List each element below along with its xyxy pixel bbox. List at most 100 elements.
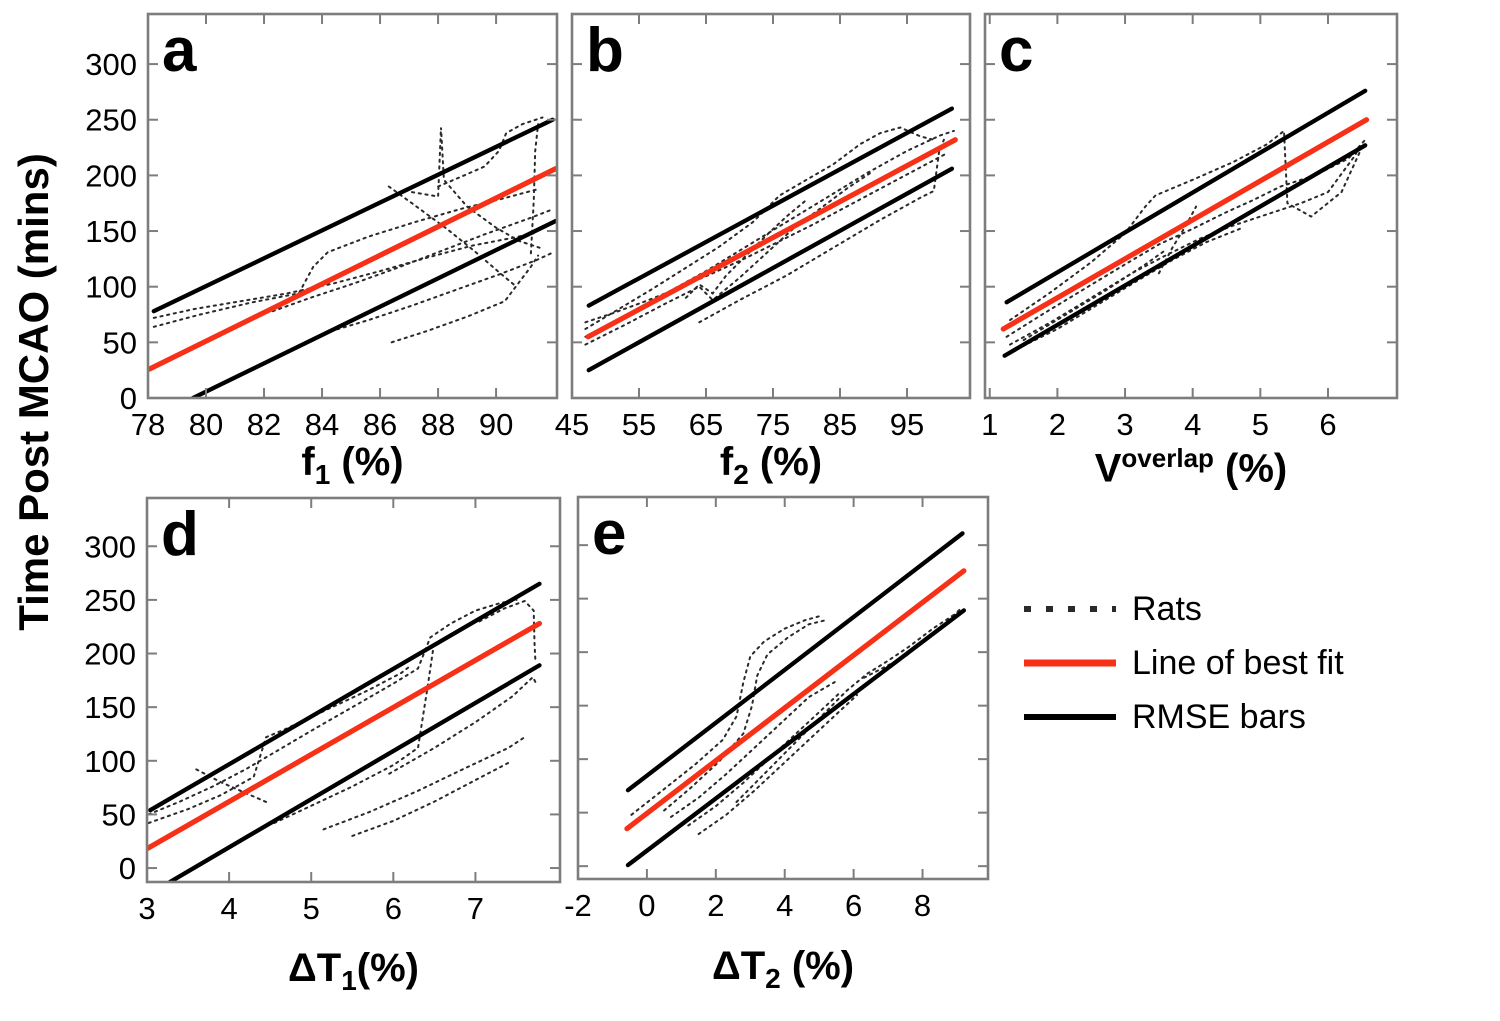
panel-b-rmse-lower-line <box>586 166 955 373</box>
best-fit-line-swatch <box>1024 659 1116 667</box>
panel-d-ytick-label: 200 <box>84 637 136 672</box>
panel-d-ytick-label: 0 <box>119 851 136 886</box>
panel-d-rat-trace-6 <box>388 675 538 775</box>
panel-d-rat-trace-5 <box>351 761 510 837</box>
panel-d-rat-trace-1 <box>148 665 411 824</box>
panel-a-rmse-lower-line <box>191 218 556 397</box>
panel-e-rat-trace-4 <box>697 694 859 836</box>
panel-e-fit-line <box>624 568 967 832</box>
y-axis-label: Time Post MCAO (mins) <box>10 153 57 631</box>
panel-c-xtick-label: 2 <box>1049 407 1066 442</box>
panel-d-ytick-label: 250 <box>84 583 136 618</box>
panel-c-rat-trace-4 <box>1015 227 1241 350</box>
panel-a-rat-trace-3 <box>329 252 553 333</box>
panel-b-rat-trace-4 <box>698 138 945 324</box>
panel-c-xtick-label: 4 <box>1184 407 1201 442</box>
panel-d-rat-trace-0 <box>148 598 518 816</box>
panel-a-rmse-upper-line <box>151 117 555 314</box>
rats-line-swatch <box>1024 606 1116 612</box>
panel-a-ytick-label: 300 <box>85 47 137 82</box>
panel-e-rmse-lower-line <box>625 608 967 868</box>
panel-a-rat-trace-0 <box>152 232 535 319</box>
panel-d-rmse-upper-line <box>148 581 542 813</box>
panel-c-xtick-label: 6 <box>1319 407 1336 442</box>
panel-b-xtick-label: 85 <box>823 407 857 442</box>
panel-b-x-axis-label: f2 (%) <box>719 440 823 490</box>
panel-c: 1 2 3 4 5 6 <box>981 12 1399 442</box>
legend-item-fit: Line of best fit <box>1022 636 1344 690</box>
panel-a-x-axis-label: f1 (%) <box>301 440 404 490</box>
panel-a-rat-trace-8 <box>529 123 540 255</box>
panel-e-xtick-label: 6 <box>845 888 862 923</box>
panel-a-xtick-label: 80 <box>189 407 223 442</box>
panel-e-axes-box <box>576 495 990 881</box>
panel-a-rat-trace-5 <box>411 127 541 249</box>
panel-c-axes-box <box>983 12 1399 400</box>
panel-b-rat-trace-2 <box>584 169 875 346</box>
panel-a-fit-line <box>149 166 556 372</box>
panel-a-ytick-label: 250 <box>85 103 137 138</box>
panel-e-rat-trace-5 <box>735 608 964 803</box>
panel-b-rat-trace-3 <box>584 152 949 324</box>
legend-label-rmse: RMSE bars <box>1132 697 1306 736</box>
panel-d-x-axis-label: ΔT1(%) <box>288 946 419 996</box>
panel-d-axes-box <box>145 496 562 884</box>
panel-b-rat-trace-5 <box>684 198 808 299</box>
panel-c-xtick-label: 1 <box>981 407 998 442</box>
legend-label-rats: Rats <box>1132 589 1202 628</box>
panel-d-ytick-label: 100 <box>84 744 136 779</box>
panel-b-xtick-label: 75 <box>756 407 790 442</box>
panel-a-xtick-label: 86 <box>363 407 397 442</box>
panel-a-ytick-label: 0 <box>120 381 137 416</box>
panel-e-rmse-upper-line <box>625 531 965 793</box>
panel-c-rat-trace-2 <box>1009 141 1363 346</box>
panel-c-letter: c <box>999 16 1034 85</box>
panel-a-rat-trace-4 <box>390 254 540 344</box>
panel-c-rmse-upper-line <box>1004 88 1368 305</box>
legend-item-rats: Rats <box>1022 582 1344 636</box>
panel-c-rat-trace-1 <box>1005 138 1367 338</box>
panel-a-rat-trace-6 <box>437 116 544 188</box>
panel-a-ytick-label: 200 <box>85 158 137 193</box>
legend: Rats Line of best fit RMSE bars <box>1022 582 1344 744</box>
panel-c-rmse-lower-line <box>1002 143 1368 358</box>
panel-e-rat-trace-1 <box>663 619 828 812</box>
panel-c-x-axis-label: Voverlap (%) <box>1094 443 1288 491</box>
panel-d-ytick-label: 300 <box>84 529 136 564</box>
panel-a-ytick-label: 100 <box>85 270 137 305</box>
panel-d-xtick-label: 6 <box>385 891 402 926</box>
panel-d-rat-trace-7 <box>478 599 537 662</box>
legend-label-fit: Line of best fit <box>1132 643 1344 682</box>
panel-b-fit-line <box>585 137 958 340</box>
panel-d-xtick-label: 5 <box>303 891 320 926</box>
panel-c-rat-trace-5 <box>1022 249 1167 342</box>
panel-c-xtick-label: 3 <box>1116 407 1133 442</box>
panel-a-xtick-label: 90 <box>479 407 513 442</box>
panel-e-rat-trace-2 <box>670 681 836 818</box>
panel-a-axes-box <box>146 12 559 400</box>
panel-e: -2 0 2 4 6 8 <box>564 495 990 923</box>
panel-d-ytick-label: 150 <box>84 690 136 725</box>
panel-d-rat-trace-4 <box>322 736 526 831</box>
panel-a-ytick-label: 50 <box>103 325 137 360</box>
rmse-line-swatch <box>1024 714 1116 720</box>
panel-e-xtick-label: -2 <box>564 888 592 923</box>
panel-b-axes-box <box>570 12 972 400</box>
panel-d-xtick-label: 7 <box>467 891 484 926</box>
panel-b-xtick-label: 45 <box>555 407 589 442</box>
panel-d-ytick-label: 50 <box>102 797 136 832</box>
panel-b-rmse-upper-line <box>586 106 955 308</box>
panel-e-xtick-label: 0 <box>638 888 655 923</box>
panel-e-xtick-label: 2 <box>707 888 724 923</box>
panel-a-xtick-label: 84 <box>305 407 339 442</box>
panel-b-xtick-label: 55 <box>622 407 656 442</box>
panel-a-rat-trace-1 <box>152 187 541 328</box>
panel-d-fit-line <box>148 620 543 852</box>
panel-c-fit-line <box>1000 117 1370 332</box>
panel-e-rat-trace-0 <box>630 614 822 816</box>
panel-e-rat-trace-3 <box>687 691 841 827</box>
panel-d-xtick-label: 3 <box>138 891 155 926</box>
panel-e-letter: e <box>592 499 627 568</box>
